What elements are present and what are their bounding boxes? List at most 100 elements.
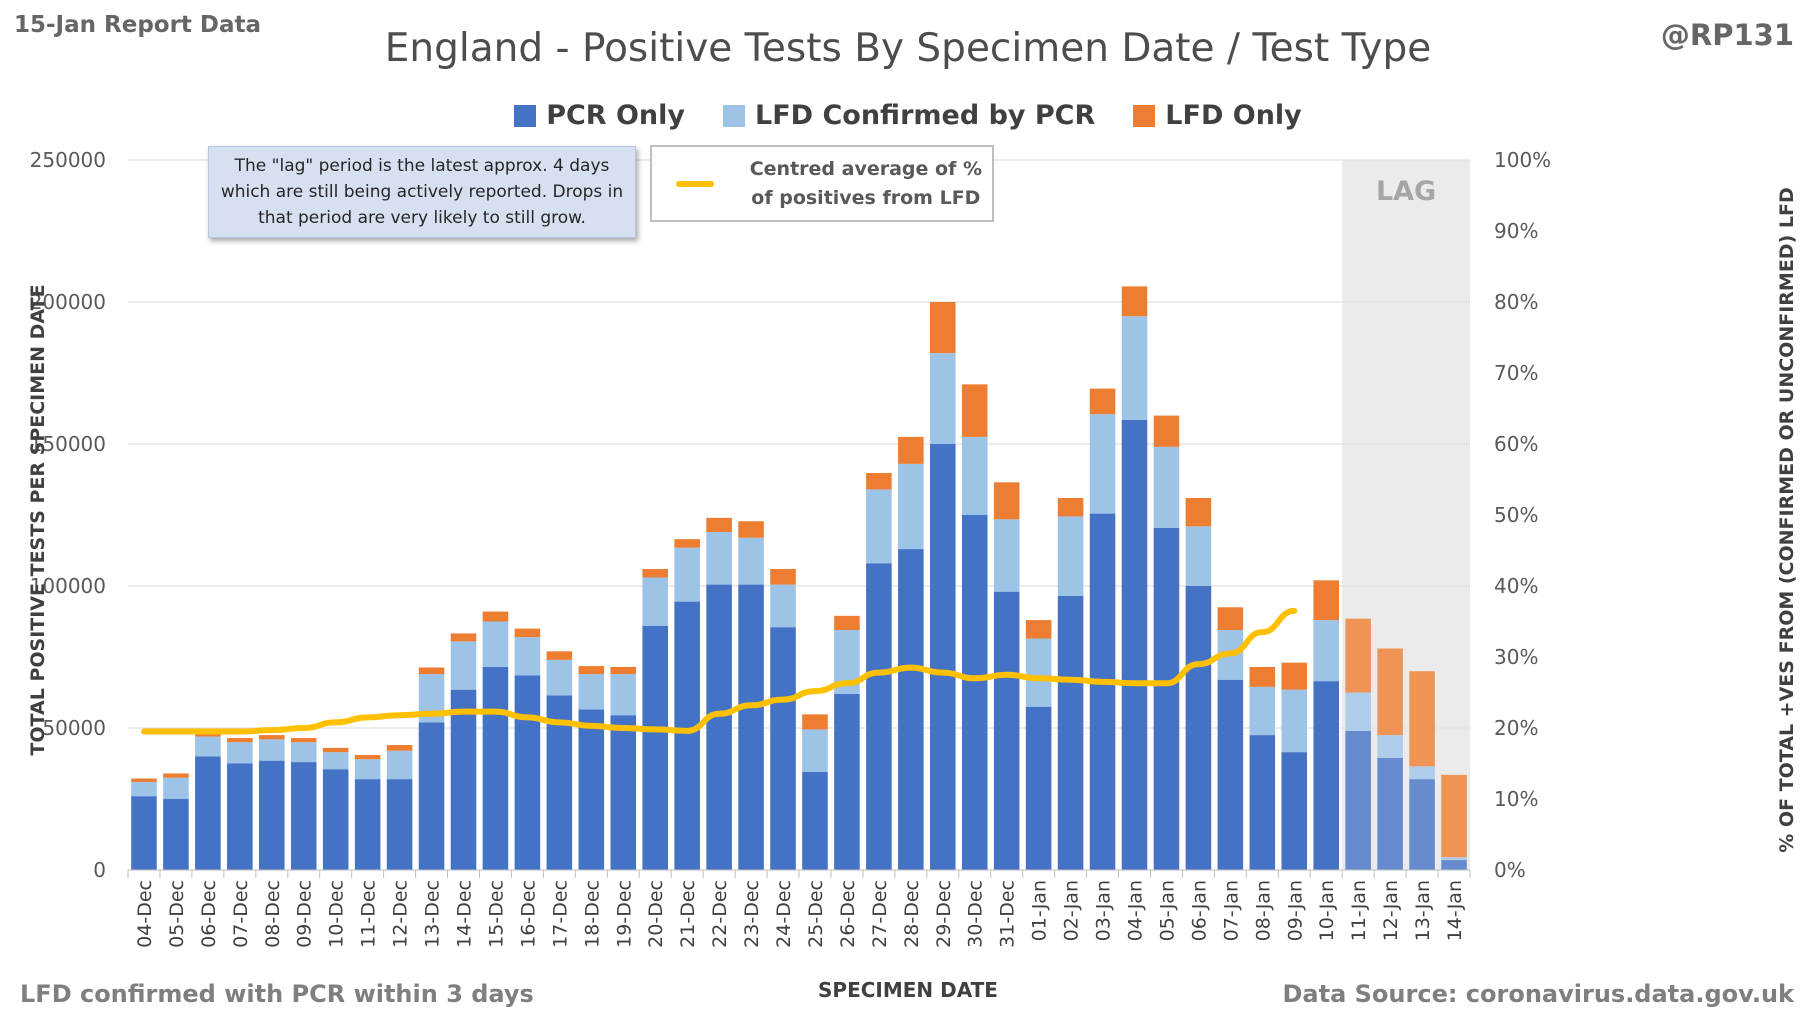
bar-lfd-only <box>354 754 381 760</box>
x-tick-label: 14-Jan <box>1444 880 1466 941</box>
bar-lfd-confirmed <box>1313 620 1339 682</box>
bar-lfd-only <box>866 472 892 490</box>
avg-line <box>140 607 1298 735</box>
x-tick-label: 27-Dec <box>869 880 891 948</box>
legend-item-lfd-only: LFD Only <box>1133 100 1302 131</box>
bar-lfd-confirmed <box>322 752 349 770</box>
x-tick-label: 08-Dec <box>262 880 284 948</box>
bar-lfd-confirmed <box>450 641 477 690</box>
bar-lfd-confirmed <box>386 750 413 780</box>
x-tick-label: 01-Jan <box>1029 880 1051 941</box>
legend-label-pcr: PCR Only <box>546 100 686 131</box>
bar-lfd-confirmed <box>195 736 221 757</box>
bar-lfd-only <box>770 568 796 585</box>
bar-lfd-confirmed <box>259 739 285 761</box>
legend-swatch-lfd-confirmed <box>723 104 746 127</box>
bar-lfd-confirmed <box>1057 516 1084 596</box>
bar-lfd-confirmed <box>354 759 381 780</box>
data-source: Data Source: coronavirus.data.gov.uk <box>1282 980 1795 1008</box>
bar-lfd-only <box>1345 618 1371 693</box>
x-tick-label: 24-Dec <box>773 880 795 948</box>
x-tick-label: 10-Dec <box>326 880 348 948</box>
y2-axis-title: % OF TOTAL +VES FROM (CONFIRMED OR UNCON… <box>1776 187 1798 852</box>
bar-lfd-only <box>259 735 285 740</box>
bar-lfd-only <box>706 517 732 533</box>
bar-pcr <box>1153 527 1180 870</box>
avg-line-legend-box: Centred average of % of positives from L… <box>650 145 994 222</box>
bar-lfd-confirmed <box>1281 689 1308 753</box>
y2-tick-label: 90% <box>1494 219 1538 243</box>
bar-lfd-confirmed <box>290 742 317 763</box>
bar-lfd-confirmed <box>802 729 828 773</box>
bar-lfd-confirmed <box>514 637 541 676</box>
x-tick-label: 06-Jan <box>1188 880 1210 941</box>
bar-pcr <box>1377 757 1403 870</box>
bar-pcr <box>1249 735 1276 870</box>
bar-pcr <box>1217 679 1244 870</box>
x-tick-label: 18-Dec <box>581 880 603 948</box>
x-tick-label: 03-Jan <box>1093 880 1115 941</box>
bar-lfd-confirmed <box>1089 414 1116 514</box>
bar-pcr <box>738 584 764 870</box>
bar-lfd-confirmed <box>1377 735 1403 758</box>
y2-tick-label: 60% <box>1494 432 1538 456</box>
bar-lfd-only <box>674 539 700 548</box>
x-tick-label: 11-Dec <box>358 880 380 948</box>
y2-tick-label: 20% <box>1494 716 1538 740</box>
bar-lfd-only <box>1185 497 1212 527</box>
bar-pcr <box>514 675 541 870</box>
bar-lfd-only <box>961 384 988 437</box>
bar-pcr <box>195 756 221 870</box>
x-tick-label: 13-Jan <box>1412 880 1434 941</box>
bar-lfd-confirmed <box>482 621 509 667</box>
bar-lfd-only <box>514 628 541 638</box>
x-tick-label: 09-Dec <box>294 880 316 948</box>
bar-lfd-only <box>1025 620 1052 639</box>
x-tick-label: 12-Dec <box>390 880 412 948</box>
bar-pcr <box>961 515 988 870</box>
bar-pcr <box>1313 681 1339 870</box>
legend-label-lfd-only: LFD Only <box>1165 100 1302 131</box>
x-tick-label: 10-Jan <box>1316 880 1338 941</box>
bar-lfd-only <box>610 666 637 675</box>
y2-tick-label: 50% <box>1494 503 1538 527</box>
bar-lfd-confirmed <box>706 532 732 585</box>
bar-lfd-confirmed <box>674 547 700 602</box>
chart-legend: PCR Only LFD Confirmed by PCR LFD Only <box>0 100 1816 131</box>
bar-lfd-confirmed <box>1121 316 1148 420</box>
y-tick-label: 50000 <box>42 716 106 740</box>
bar-lfd-confirmed <box>546 659 573 696</box>
bar-lfd-only <box>290 737 317 743</box>
bar-lfd-only <box>131 778 157 782</box>
bar-lfd-only <box>578 666 605 675</box>
x-tick-label: 31-Dec <box>997 880 1019 948</box>
y-tick-label: 150000 <box>30 432 106 456</box>
x-tick-label: 11-Jan <box>1348 880 1370 941</box>
bar-lfd-only <box>1377 648 1403 736</box>
bar-pcr <box>1025 706 1052 870</box>
y-tick-label: 250000 <box>30 148 106 172</box>
x-tick-label: 22-Dec <box>709 880 731 948</box>
bar-pcr <box>866 563 892 870</box>
author-handle: @RP131 <box>1660 18 1794 52</box>
bar-pcr <box>131 796 157 870</box>
bar-pcr <box>482 666 509 870</box>
bar-lfd-confirmed <box>642 577 668 626</box>
bar-lfd-confirmed <box>961 436 988 515</box>
bar-lfd-only <box>930 302 956 354</box>
bar-pcr <box>993 591 1020 870</box>
bar-pcr <box>290 762 317 870</box>
bar-pcr <box>1185 586 1212 870</box>
bar-pcr <box>1409 779 1435 870</box>
x-tick-label: 07-Jan <box>1220 880 1242 941</box>
report-date-label: 15-Jan Report Data <box>14 12 262 38</box>
bar-lfd-only <box>1217 607 1244 631</box>
x-tick-label: 05-Dec <box>166 880 188 948</box>
bar-lfd-confirmed <box>993 519 1020 592</box>
bar-lfd-confirmed <box>1345 692 1371 731</box>
bar-lfd-only <box>450 633 477 642</box>
x-tick-label: 19-Dec <box>613 880 635 948</box>
bar-lfd-only <box>386 745 413 751</box>
bar-pcr <box>770 627 796 870</box>
bar-pcr <box>418 722 445 870</box>
